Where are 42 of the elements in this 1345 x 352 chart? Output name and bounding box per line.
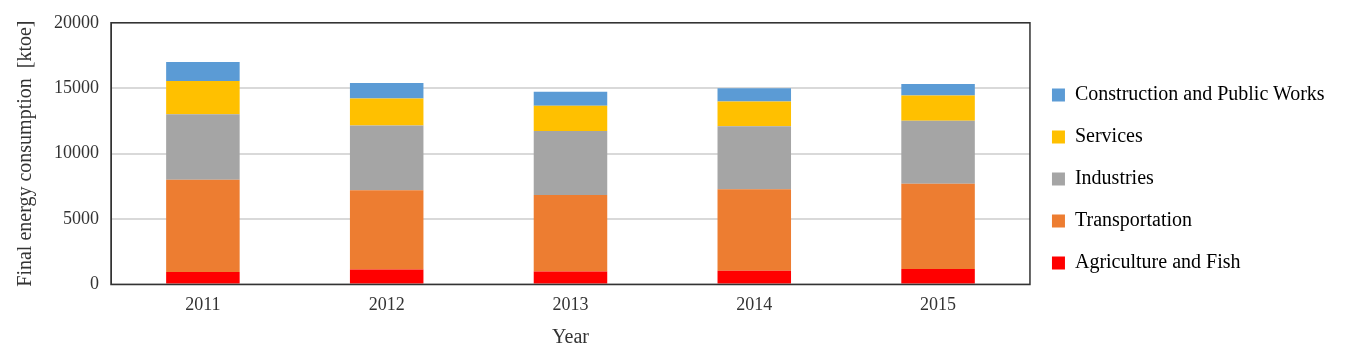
y-tick-label: 15000 <box>54 76 99 97</box>
y-tick-label: 10000 <box>54 142 99 163</box>
legend-label: Construction and Public Works <box>1074 82 1325 105</box>
x-axis-title: Year <box>552 325 590 348</box>
x-tick-label: 2014 <box>736 293 773 314</box>
bar <box>717 270 792 284</box>
bar <box>717 126 792 190</box>
bar <box>533 271 608 284</box>
bar <box>166 81 240 115</box>
bar <box>349 269 424 284</box>
bar <box>717 88 792 102</box>
x-tick-label: 2013 <box>552 293 589 314</box>
bar <box>349 125 424 191</box>
legend-label: Transportation <box>1074 208 1193 232</box>
legend-label: Agriculture and Fish <box>1074 250 1241 274</box>
bar <box>349 98 424 126</box>
x-tick-label: 2015 <box>920 293 957 314</box>
bar <box>166 114 240 180</box>
bar <box>901 83 975 96</box>
y-tick-label: 0 <box>90 273 99 294</box>
y-tick-label: 5000 <box>63 207 99 228</box>
bar <box>533 91 608 106</box>
y-axis-title: Final energy consumption [ktoe] <box>13 20 37 287</box>
bar <box>533 130 608 196</box>
bar <box>901 269 975 284</box>
bar <box>533 105 608 131</box>
bar <box>349 82 424 99</box>
bar <box>166 271 240 284</box>
bar <box>533 195 608 272</box>
legend-label: Industries <box>1074 166 1155 189</box>
bar <box>166 62 240 82</box>
y-tick-label: 20000 <box>54 11 99 32</box>
bar <box>901 183 975 270</box>
bar <box>349 190 424 270</box>
bar <box>901 120 975 184</box>
bar <box>717 101 792 127</box>
bar <box>901 95 975 121</box>
legend-label: Services <box>1074 124 1143 147</box>
bar <box>717 189 792 271</box>
x-tick-label: 2012 <box>368 293 405 314</box>
x-tick-label: 2011 <box>185 293 221 314</box>
bar <box>166 179 240 272</box>
